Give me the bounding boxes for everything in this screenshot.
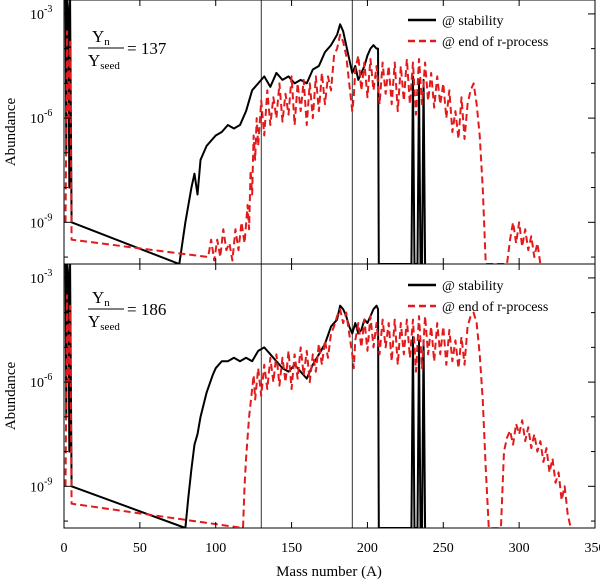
top-ratio-annotation: Yn Yseed = 137 [88, 27, 167, 72]
top-ratio-value: = 137 [127, 39, 167, 58]
top-legend-label-stability: @ stability [442, 14, 504, 29]
top-legend: @ stability @ end of r-process [408, 14, 548, 50]
x-tick-label-0: 0 [61, 541, 68, 556]
top-y-tick-label--6: 10-6 [30, 108, 52, 127]
bottom-ratio-denominator: Yseed [88, 312, 120, 333]
bottom-y-tick-label--6: 10-6 [30, 372, 52, 391]
bottom-panel-content: 10-3 10-6 10-9 [30, 264, 596, 528]
bottom-panel: 10-3 10-6 10-9 Abundance Yn Yseed = 186 @ … [3, 263, 596, 529]
bottom-y-tick-label--9: 10-9 [30, 476, 52, 495]
top-ratio-numerator: Yn [92, 27, 110, 48]
bottom-y-tick-label--3: 10-3 [30, 268, 52, 287]
top-panel-content: 10-3 10-6 10-9 [30, 0, 596, 264]
x-tick-label-200: 200 [357, 541, 378, 556]
x-tick-label-350: 350 [585, 541, 600, 556]
top-series-r-process-line [64, 30, 542, 264]
bottom-legend-label-stability: @ stability [442, 279, 504, 294]
top-y-tick-label--3: 10-3 [30, 4, 52, 23]
x-tick-label-50: 50 [133, 541, 147, 556]
top-y-tick-label--9: 10-9 [30, 212, 52, 231]
top-panel: 10-3 10-6 10-9 Abundance Yn Yseed = 137 @ … [3, 0, 596, 265]
bottom-panel-frame [63, 263, 596, 529]
top-plot-area [64, 0, 542, 264]
bottom-ratio-numerator: Yn [92, 288, 110, 309]
x-axis-title: Mass number (A) [276, 564, 382, 580]
bottom-series-stability-line [64, 264, 427, 528]
top-legend-label-r-process: @ end of r-process [442, 35, 548, 50]
x-tick-label-150: 150 [281, 541, 302, 556]
bottom-plot-area [64, 264, 572, 528]
top-y-axis-title: Abundance [3, 98, 19, 167]
bottom-legend-label-r-process: @ end of r-process [442, 300, 548, 315]
x-tick-label-100: 100 [205, 541, 226, 556]
bottom-legend: @ stability @ end of r-process [408, 279, 548, 315]
x-tick-label-250: 250 [433, 541, 454, 556]
bottom-ratio-value: = 186 [127, 300, 166, 319]
x-tick-label-300: 300 [509, 541, 530, 556]
bottom-y-axis-title: Abundance [3, 362, 19, 431]
top-ratio-denominator: Yseed [88, 51, 120, 72]
x-axis: 0 50 100 150 200 250 300 350 [61, 541, 600, 556]
bottom-ratio-annotation: Yn Yseed = 186 [88, 288, 166, 333]
bottom-series-r-process-line [64, 294, 572, 528]
